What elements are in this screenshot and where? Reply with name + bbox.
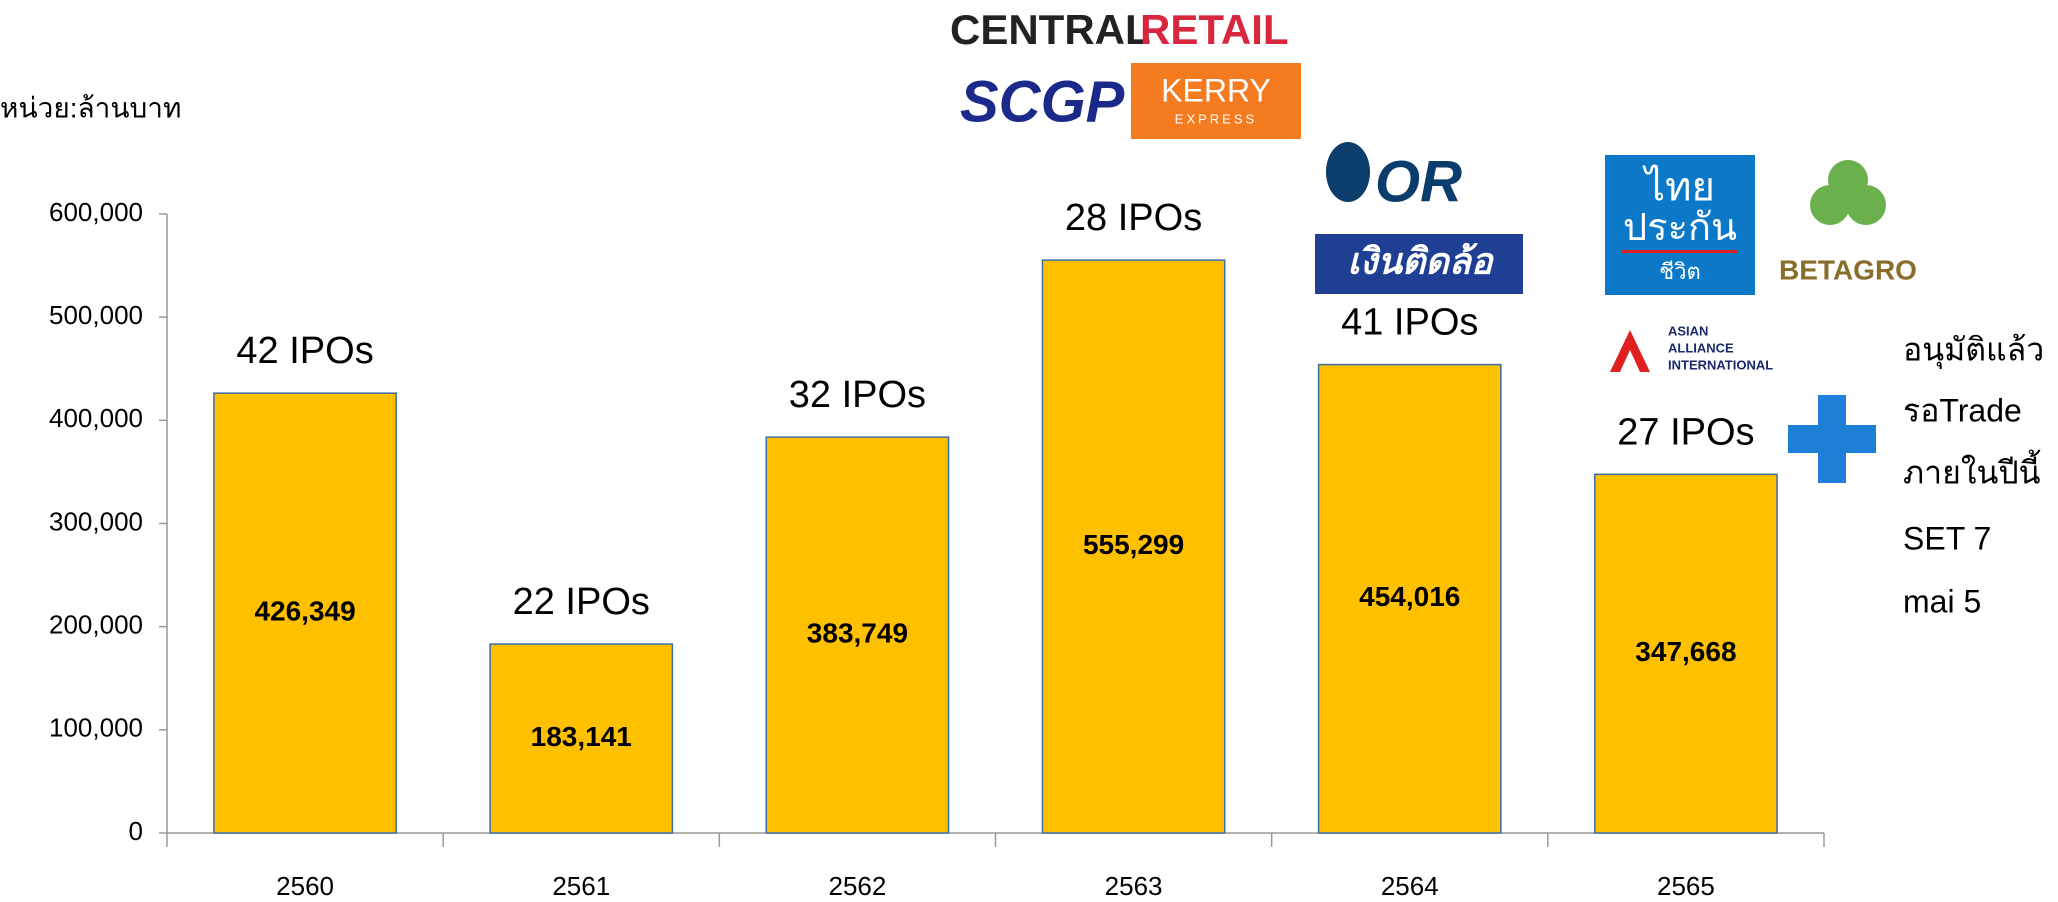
ipo-annotation: 22 IPOs	[513, 581, 650, 623]
note-line: อนุมัติแล้ว	[1903, 331, 2044, 369]
unit-label: หน่วย:ล้านบาท	[0, 92, 181, 123]
ipo-annotation: 28 IPOs	[1065, 197, 1202, 239]
value-label: 454,016	[1359, 581, 1460, 612]
logo-text: INTERNATIONAL	[1668, 357, 1773, 372]
x-tick-label: 2561	[552, 871, 610, 901]
logo-line	[1622, 250, 1738, 253]
y-tick-label: 0	[129, 816, 143, 846]
logo-box	[1315, 234, 1523, 294]
logo-text: SCGP	[960, 69, 1125, 134]
value-label: 426,349	[254, 595, 355, 626]
bar	[1317, 363, 1502, 834]
bar	[765, 436, 950, 834]
y-tick-label: 100,000	[49, 713, 143, 743]
x-tick-label: 2564	[1381, 871, 1439, 901]
logo-text: ชีวิต	[1659, 259, 1701, 284]
logo-text: ASIAN	[1668, 323, 1708, 338]
y-tick-label: 600,000	[49, 197, 143, 227]
logo-drop	[1326, 142, 1370, 202]
logo-text: EXPRESS	[1175, 111, 1257, 126]
logo-text: ALLIANCE	[1668, 340, 1734, 355]
y-tick-label: 200,000	[49, 610, 143, 640]
ipo-annotation: 27 IPOs	[1617, 411, 1754, 453]
logo-leaf	[1828, 160, 1868, 200]
bar	[1594, 473, 1778, 834]
x-tick-label: 2560	[276, 871, 334, 901]
logo-mark	[1610, 330, 1650, 372]
x-tick-label: 2563	[1105, 871, 1163, 901]
ipo-annotation: 42 IPOs	[236, 330, 373, 372]
note-line: ภายในปีนี้	[1903, 449, 2041, 490]
ipo-annotation: 32 IPOs	[789, 374, 926, 416]
y-tick-label: 300,000	[49, 506, 143, 536]
note-line: รอTrade	[1903, 392, 2022, 428]
logo-text: ประกัน	[1623, 207, 1737, 249]
value-label: 555,299	[1083, 529, 1184, 560]
note-line: mai 5	[1903, 583, 1981, 619]
logo-text: BETAGRO	[1779, 254, 1917, 285]
bar	[213, 392, 397, 834]
logo-box	[1605, 155, 1755, 295]
logo-box	[1131, 63, 1301, 139]
x-tick-label: 2562	[828, 871, 886, 901]
y-tick-label: 400,000	[49, 403, 143, 433]
value-label: 183,141	[531, 721, 632, 752]
x-tick-label: 2565	[1657, 871, 1715, 901]
bar	[1041, 259, 1226, 834]
logo-text: เงินติดล้อ	[1348, 241, 1495, 282]
y-tick-label: 500,000	[49, 300, 143, 330]
logo-text: KERRY	[1161, 72, 1271, 108]
logo-text: RETAIL	[1140, 6, 1289, 53]
value-label: 347,668	[1635, 636, 1736, 667]
logo-text: ไทย	[1642, 165, 1715, 210]
side-note: อนุมัติแล้ว รอTrade ภายในปีนี้ SET 7 mai…	[1903, 331, 2044, 619]
logos: CENTRAL RETAIL SCGP KERRY EXPRESS OR เงิ…	[950, 6, 1917, 483]
note-line: SET 7	[1903, 520, 1991, 556]
plus-icon	[1788, 395, 1876, 483]
value-label: 383,749	[807, 617, 908, 648]
ipo-annotation: 41 IPOs	[1341, 302, 1478, 344]
logo-text: OR	[1375, 149, 1462, 214]
logo-text: CENTRAL	[950, 6, 1151, 53]
bar	[489, 643, 674, 834]
